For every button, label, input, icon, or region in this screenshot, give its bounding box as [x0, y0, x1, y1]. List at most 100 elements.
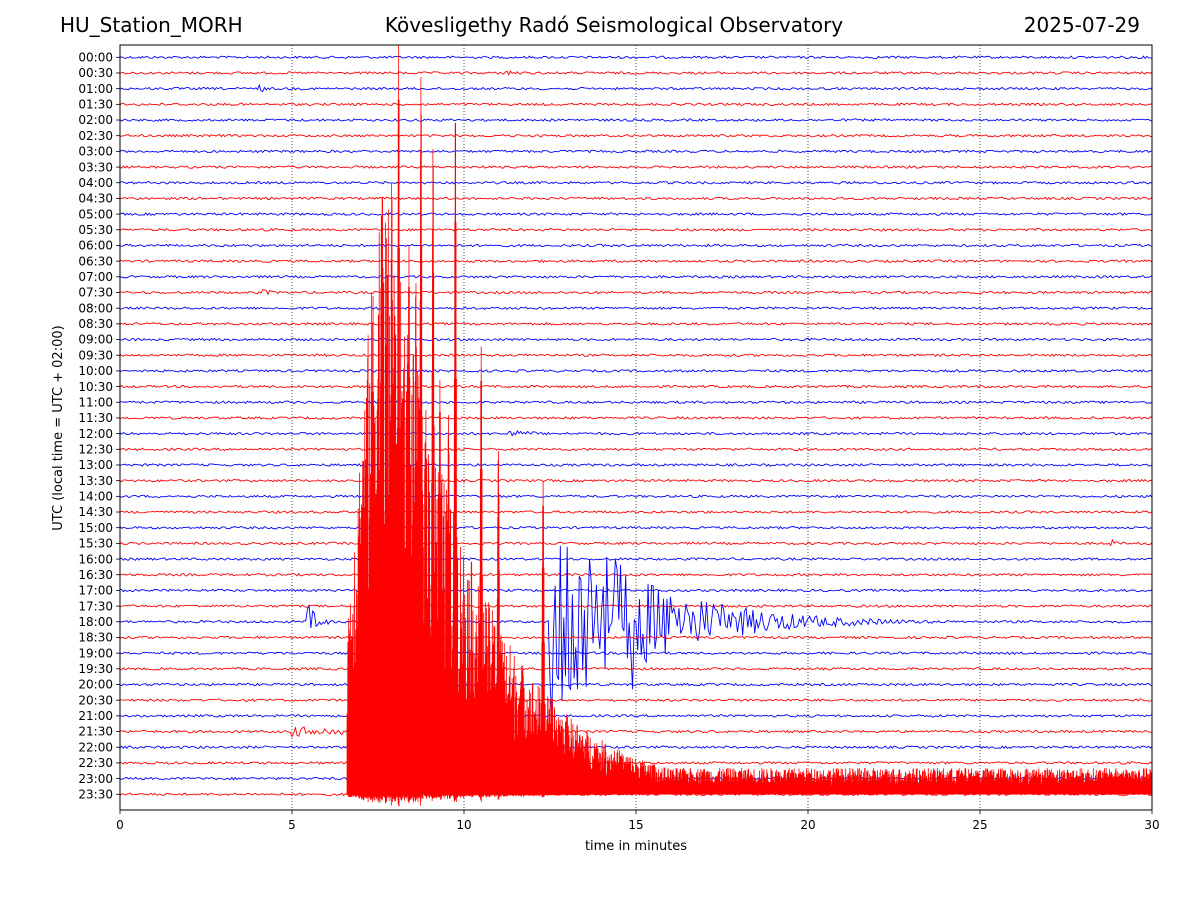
y-tick-label: 16:00 [78, 552, 113, 566]
trace-row-1330 [120, 478, 1152, 483]
y-tick-label: 02:00 [78, 113, 113, 127]
y-tick-label: 07:30 [78, 286, 113, 300]
y-tick-label: 18:00 [78, 615, 113, 629]
y-tick-label: 21:00 [78, 709, 113, 723]
trace-row-2030 [120, 698, 1152, 703]
trace-row-0900 [120, 337, 1152, 342]
y-tick-label: 01:30 [78, 98, 113, 112]
y-tick-label: 17:00 [78, 584, 113, 598]
y-tick-label: 08:00 [78, 301, 113, 315]
trace-row-1300 [120, 463, 1152, 467]
trace-row-0200 [120, 118, 1152, 122]
trace-row-0300 [120, 149, 1152, 154]
y-tick-label: 11:30 [78, 411, 113, 425]
trace-row-1200 [120, 430, 1152, 437]
trace-row-0400 [120, 180, 1152, 185]
trace-row-1500 [120, 525, 1152, 530]
chart-date: 2025-07-29 [1023, 13, 1140, 37]
y-tick-label: 10:00 [78, 364, 113, 378]
trace-row-0430 [120, 196, 1152, 201]
trace-row-1130 [120, 416, 1152, 420]
x-axis: 0 5 10 15 20 25 30 [116, 810, 1160, 832]
trace-row-0700 [120, 274, 1152, 279]
y-tick-label: 09:30 [78, 348, 113, 362]
trace-row-0530 [120, 227, 1152, 232]
y-tick-label: 02:30 [78, 129, 113, 143]
trace-row-1000 [120, 369, 1152, 373]
trace-row-1730 [120, 604, 1152, 608]
trace-row-0330 [120, 165, 1152, 169]
trace-row-1830 [120, 635, 1152, 640]
y-tick-label: 17:30 [78, 599, 113, 613]
y-tick-label: 01:00 [78, 82, 113, 96]
trace-row-1600 [120, 557, 1152, 561]
y-tick-label: 05:30 [78, 223, 113, 237]
trace-row-0830 [120, 321, 1152, 326]
y-tick-label: 12:30 [78, 443, 113, 457]
y-tick-label: 23:30 [78, 787, 113, 801]
y-tick-label: 23:00 [78, 772, 113, 786]
x-tick-label: 25 [972, 818, 987, 832]
trace-row-2200 [120, 745, 1152, 750]
trace-row-1630 [120, 572, 1152, 577]
trace-row-2000 [120, 682, 1152, 687]
y-tick-label: 06:30 [78, 254, 113, 268]
y-tick-label: 00:30 [78, 66, 113, 80]
trace-row-0930 [120, 353, 1152, 358]
y-tick-label: 15:30 [78, 537, 113, 551]
y-tick-label: 13:30 [78, 474, 113, 488]
y-tick-label: 19:00 [78, 646, 113, 660]
y-tick-label: 03:30 [78, 160, 113, 174]
y-tick-label: 22:30 [78, 756, 113, 770]
chart-title: Kövesligethy Radó Seismological Observat… [384, 13, 844, 37]
y-tick-label: 19:30 [78, 662, 113, 676]
trace-row-1430 [120, 510, 1152, 514]
trace-row-0130 [120, 102, 1152, 107]
trace-row-1900 [120, 651, 1152, 656]
trace-row-0100 [120, 83, 1152, 92]
y-tick-label: 14:30 [78, 505, 113, 519]
trace-row-0000 [120, 55, 1152, 60]
y-tick-label: 04:30 [78, 192, 113, 206]
trace-row-0600 [120, 243, 1152, 248]
y-tick-label: 06:00 [78, 239, 113, 253]
trace-row-1800 [120, 545, 1152, 720]
y-tick-label: 14:00 [78, 490, 113, 504]
trace-row-0800 [120, 306, 1152, 311]
y-tick-label: 05:00 [78, 207, 113, 221]
x-tick-label: 10 [456, 818, 471, 832]
y-tick-label: 08:30 [78, 317, 113, 331]
trace-row-0730 [120, 289, 1152, 296]
trace-row-1930 [120, 666, 1152, 671]
trace-row-1700 [120, 588, 1152, 593]
earthquake-trace [346, 45, 1152, 807]
trace-row-0230 [120, 133, 1152, 138]
y-axis-label: UTC (local time = UTC + 02:00) [51, 325, 66, 530]
trace-row-0030 [120, 70, 1152, 76]
trace-row-1530 [120, 538, 1152, 547]
trace-row-2230 [120, 761, 1152, 765]
y-tick-label: 22:00 [78, 740, 113, 754]
trace-row-1230 [120, 447, 1152, 452]
y-tick-label: 04:00 [78, 176, 113, 190]
x-tick-label: 0 [116, 818, 124, 832]
y-tick-label: 03:00 [78, 145, 113, 159]
y-tick-label: 21:30 [78, 725, 113, 739]
y-tick-label: 18:30 [78, 631, 113, 645]
station-name: HU_Station_MORH [60, 13, 243, 37]
y-tick-label: 00:00 [78, 51, 113, 65]
trace-row-2130 [120, 726, 1152, 738]
y-tick-label: 07:00 [78, 270, 113, 284]
y-tick-label: 12:00 [78, 427, 113, 441]
y-tick-label: 20:00 [78, 678, 113, 692]
trace-row-1100 [120, 400, 1152, 405]
y-tick-label: 10:30 [78, 380, 113, 394]
x-tick-label: 15 [628, 818, 643, 832]
x-tick-label: 30 [1144, 818, 1159, 832]
y-tick-label: 13:00 [78, 458, 113, 472]
y-tick-label: 20:30 [78, 693, 113, 707]
trace-layer [120, 45, 1152, 807]
y-tick-label: 09:00 [78, 333, 113, 347]
